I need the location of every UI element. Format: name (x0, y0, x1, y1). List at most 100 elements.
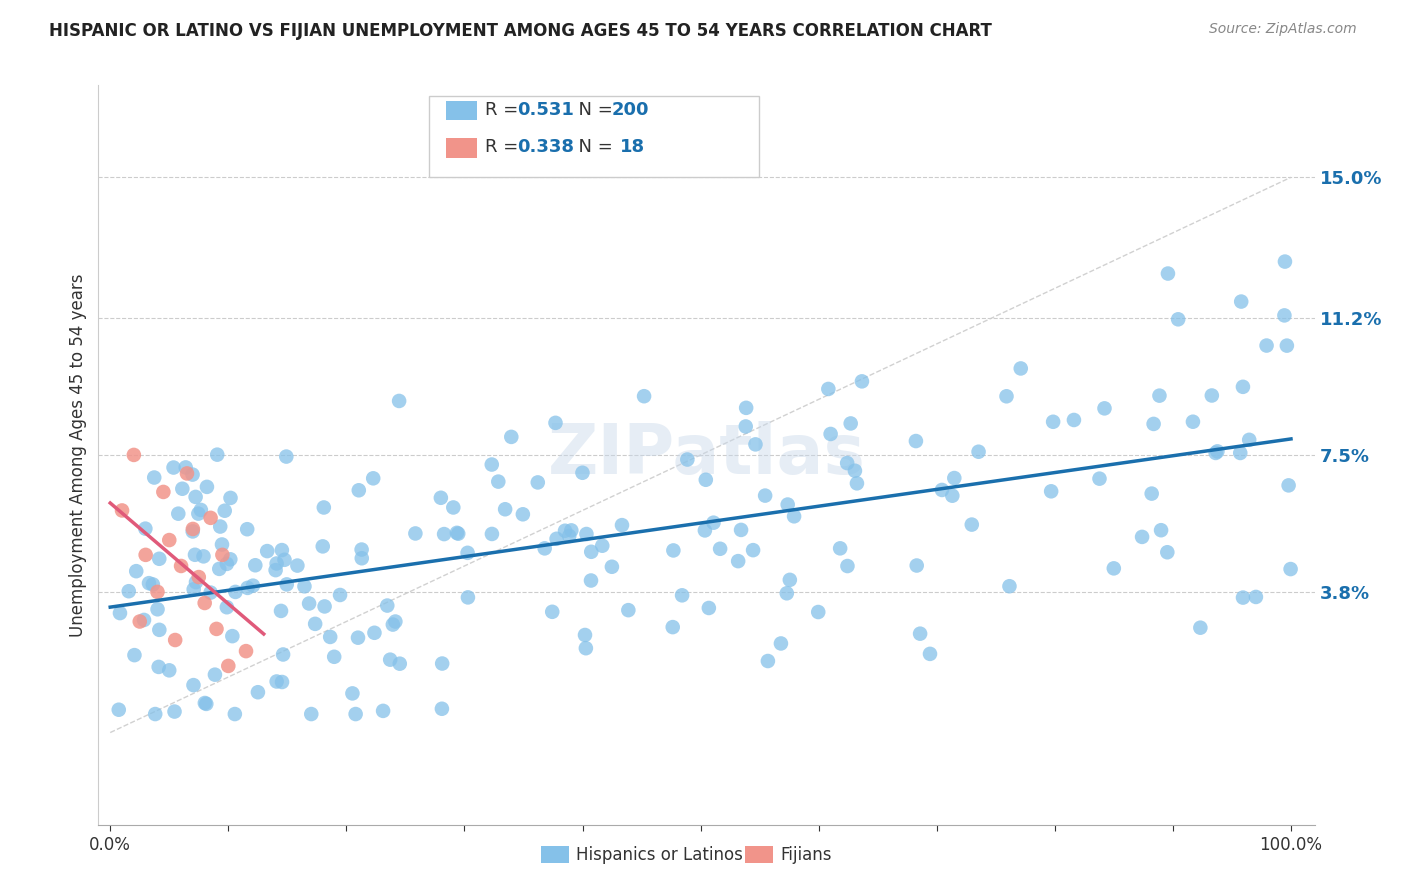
Point (195, 480, 218, 494)
Point (727, 554, 749, 568)
Point (558, 529, 581, 543)
Point (245, 558, 267, 573)
Point (181, 467, 204, 482)
Point (486, 475, 509, 489)
Point (404, 526, 426, 541)
Point (135, 548, 157, 562)
Point (271, 675, 294, 690)
Point (695, 473, 717, 487)
Point (676, 452, 699, 467)
Point (380, 653, 402, 667)
Point (918, 647, 941, 661)
Point (481, 527, 503, 541)
Point (441, 500, 464, 515)
Point (430, 657, 453, 671)
Text: R =: R = (485, 138, 524, 156)
Point (314, 599, 336, 614)
Point (1274, 309, 1296, 323)
Point (266, 674, 288, 689)
Point (610, 518, 633, 533)
Point (184, 548, 207, 562)
Point (157, 663, 180, 677)
Point (181, 524, 204, 539)
Point (1140, 486, 1163, 500)
Point (350, 551, 373, 566)
Point (662, 543, 685, 558)
Point (533, 541, 555, 556)
Point (200, 511, 222, 525)
Point (756, 654, 779, 668)
Point (221, 629, 243, 643)
Point (1201, 388, 1223, 402)
Point (544, 416, 567, 430)
Point (735, 401, 758, 415)
Point (776, 498, 799, 512)
Point (1189, 621, 1212, 635)
Point (270, 604, 292, 618)
Point (170, 558, 193, 574)
Text: 0.338: 0.338 (517, 138, 575, 156)
Point (571, 466, 593, 480)
Point (839, 417, 862, 431)
Point (1102, 561, 1125, 575)
Point (1274, 254, 1296, 268)
Point (187, 507, 209, 521)
Point (905, 558, 928, 573)
Point (193, 549, 215, 564)
Point (481, 458, 503, 472)
Point (266, 557, 288, 571)
Point (734, 419, 756, 434)
Point (143, 706, 166, 721)
Point (430, 491, 453, 505)
Point (148, 660, 170, 674)
Point (270, 543, 292, 558)
Point (661, 620, 683, 634)
Point (446, 525, 468, 540)
Point (931, 483, 953, 497)
Text: Source: ZipAtlas.com: Source: ZipAtlas.com (1209, 22, 1357, 37)
Point (312, 540, 335, 554)
Point (633, 389, 655, 403)
Point (298, 597, 321, 611)
Point (211, 548, 233, 562)
Point (157, 533, 180, 547)
Point (575, 641, 598, 656)
Point (591, 539, 613, 553)
Point (208, 562, 231, 576)
Point (138, 576, 160, 591)
Point (769, 636, 792, 650)
Point (830, 541, 852, 556)
Point (350, 542, 373, 557)
Point (702, 516, 724, 530)
Point (172, 482, 194, 496)
Point (1149, 389, 1171, 403)
Point (457, 546, 479, 560)
Point (118, 584, 141, 599)
Point (433, 527, 456, 541)
Point (1010, 361, 1032, 376)
Point (190, 503, 212, 517)
Point (148, 551, 170, 566)
Point (381, 617, 404, 632)
Point (1256, 338, 1278, 352)
Point (363, 625, 385, 640)
Point (217, 659, 239, 673)
Text: Fijians: Fijians (780, 846, 832, 863)
Point (1230, 294, 1253, 309)
Point (960, 517, 983, 532)
Point (388, 657, 411, 671)
Point (205, 622, 228, 636)
Point (1156, 545, 1178, 559)
Point (1229, 446, 1251, 460)
Point (209, 519, 232, 533)
Point (347, 483, 370, 498)
Point (1040, 484, 1063, 499)
Point (1094, 401, 1116, 416)
Point (111, 503, 134, 517)
Text: ZIPatlas: ZIPatlas (547, 421, 866, 489)
Text: HISPANIC OR LATINO VS FIJIAN UNEMPLOYMENT AMONG AGES 45 TO 54 YEARS CORRELATION : HISPANIC OR LATINO VS FIJIAN UNEMPLOYMEN… (49, 22, 993, 40)
Point (998, 579, 1021, 593)
Point (1130, 530, 1153, 544)
Point (152, 485, 174, 500)
Point (142, 577, 165, 591)
